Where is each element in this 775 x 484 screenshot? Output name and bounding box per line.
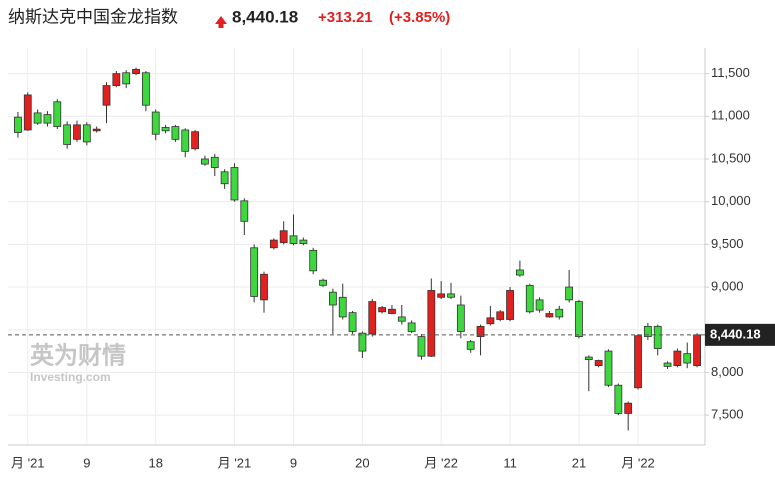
candle-body	[604, 350, 613, 386]
header-price: 8,440.18	[232, 7, 298, 26]
candle-body	[447, 293, 455, 298]
candle-body	[417, 336, 426, 357]
x-tick-label: 21	[572, 455, 586, 470]
candle-body	[141, 72, 150, 106]
candle-body	[653, 325, 662, 349]
up-arrow	[215, 16, 227, 28]
y-tick-label: 10,500	[711, 150, 751, 165]
candle-body	[693, 334, 701, 367]
y-tick-label: 9,500	[711, 236, 744, 251]
candle-body	[33, 112, 42, 124]
x-tick-label: 18	[148, 455, 162, 470]
candle-body	[575, 301, 583, 337]
candle-body	[476, 325, 485, 337]
candle-body	[584, 356, 593, 361]
header-change-pct: (+3.85%)	[389, 9, 450, 26]
candle-body	[240, 200, 249, 222]
candle-body	[53, 101, 62, 127]
candle-body	[260, 273, 268, 301]
candle-body	[181, 129, 190, 152]
candle-body	[43, 114, 52, 124]
x-tick-label: 月 '22	[424, 455, 458, 470]
candle-body	[358, 332, 367, 352]
candle-body	[545, 313, 554, 318]
x-tick-label: 月 '21	[218, 455, 252, 470]
candle-body	[535, 299, 544, 311]
candle-body	[634, 335, 642, 389]
candle-body	[348, 312, 357, 332]
candle-body	[269, 239, 278, 249]
x-tick-label: 9	[83, 455, 90, 470]
candle-body	[456, 304, 465, 332]
x-tick-label: 月 '21	[11, 455, 45, 470]
candle-body	[63, 124, 72, 145]
candle-body	[73, 124, 81, 140]
candle-body	[82, 124, 91, 143]
candle-body	[14, 116, 22, 133]
candle-body	[161, 127, 170, 132]
candle-body	[407, 322, 416, 332]
x-tick-label: 月 '22	[621, 455, 655, 470]
y-tick-label: 11,000	[711, 108, 750, 123]
candle-body	[673, 350, 682, 367]
candle-body	[565, 286, 574, 301]
candle-body	[171, 126, 180, 140]
x-tick-label: 11	[503, 455, 517, 470]
candle-body	[506, 290, 514, 320]
candle-body	[122, 72, 131, 85]
candle-body	[191, 131, 199, 150]
x-tick-label: 20	[355, 455, 369, 470]
candle-body	[92, 128, 101, 132]
y-tick-label: 8,000	[711, 364, 744, 379]
y-tick-label: 10,000	[711, 193, 751, 208]
last-price-label: 8,440.18	[710, 326, 761, 341]
candle-body	[220, 171, 229, 185]
candle-body	[309, 249, 318, 272]
candle-body	[683, 353, 692, 364]
candle-body	[319, 279, 327, 286]
candle-body	[663, 362, 672, 367]
watermark: 英为财情	[30, 342, 126, 369]
chart-title: 纳斯达克中国金龙指数	[8, 7, 178, 26]
header-change: +313.21	[318, 9, 373, 26]
candle-body	[466, 341, 475, 350]
candle-body	[388, 308, 396, 314]
candle-body	[132, 68, 140, 75]
candle-body	[112, 73, 121, 86]
candle-body	[427, 290, 436, 357]
candle-body	[525, 284, 534, 313]
x-tick-label: 9	[290, 455, 297, 470]
candle-body	[250, 247, 259, 297]
candle-body	[496, 311, 505, 320]
candle-body	[516, 269, 524, 276]
candle-body	[230, 167, 239, 201]
candle-body	[151, 111, 160, 135]
candle-body	[594, 360, 603, 366]
candle-body	[624, 402, 633, 414]
candle-body	[643, 325, 652, 337]
candle-body	[555, 308, 564, 318]
candle-body	[289, 235, 298, 244]
candle-body	[279, 230, 288, 244]
y-tick-label: 11,500	[711, 65, 750, 80]
candle-body	[397, 316, 406, 322]
candle-body	[614, 384, 623, 414]
candle-body	[102, 85, 111, 106]
candle-body	[210, 156, 219, 168]
candle-body	[338, 296, 347, 318]
candle-body	[378, 307, 387, 313]
candle-body	[437, 293, 446, 298]
watermark-sub: Investing.com	[30, 370, 111, 384]
candle-body	[486, 317, 495, 325]
candle-body	[201, 158, 209, 165]
candle-body	[368, 301, 377, 335]
candle-body	[299, 239, 308, 244]
candle-body	[328, 291, 337, 306]
y-tick-label: 9,000	[711, 278, 744, 293]
y-tick-label: 7,500	[711, 407, 744, 422]
candle-body	[23, 94, 32, 131]
last-price-box	[705, 323, 775, 346]
